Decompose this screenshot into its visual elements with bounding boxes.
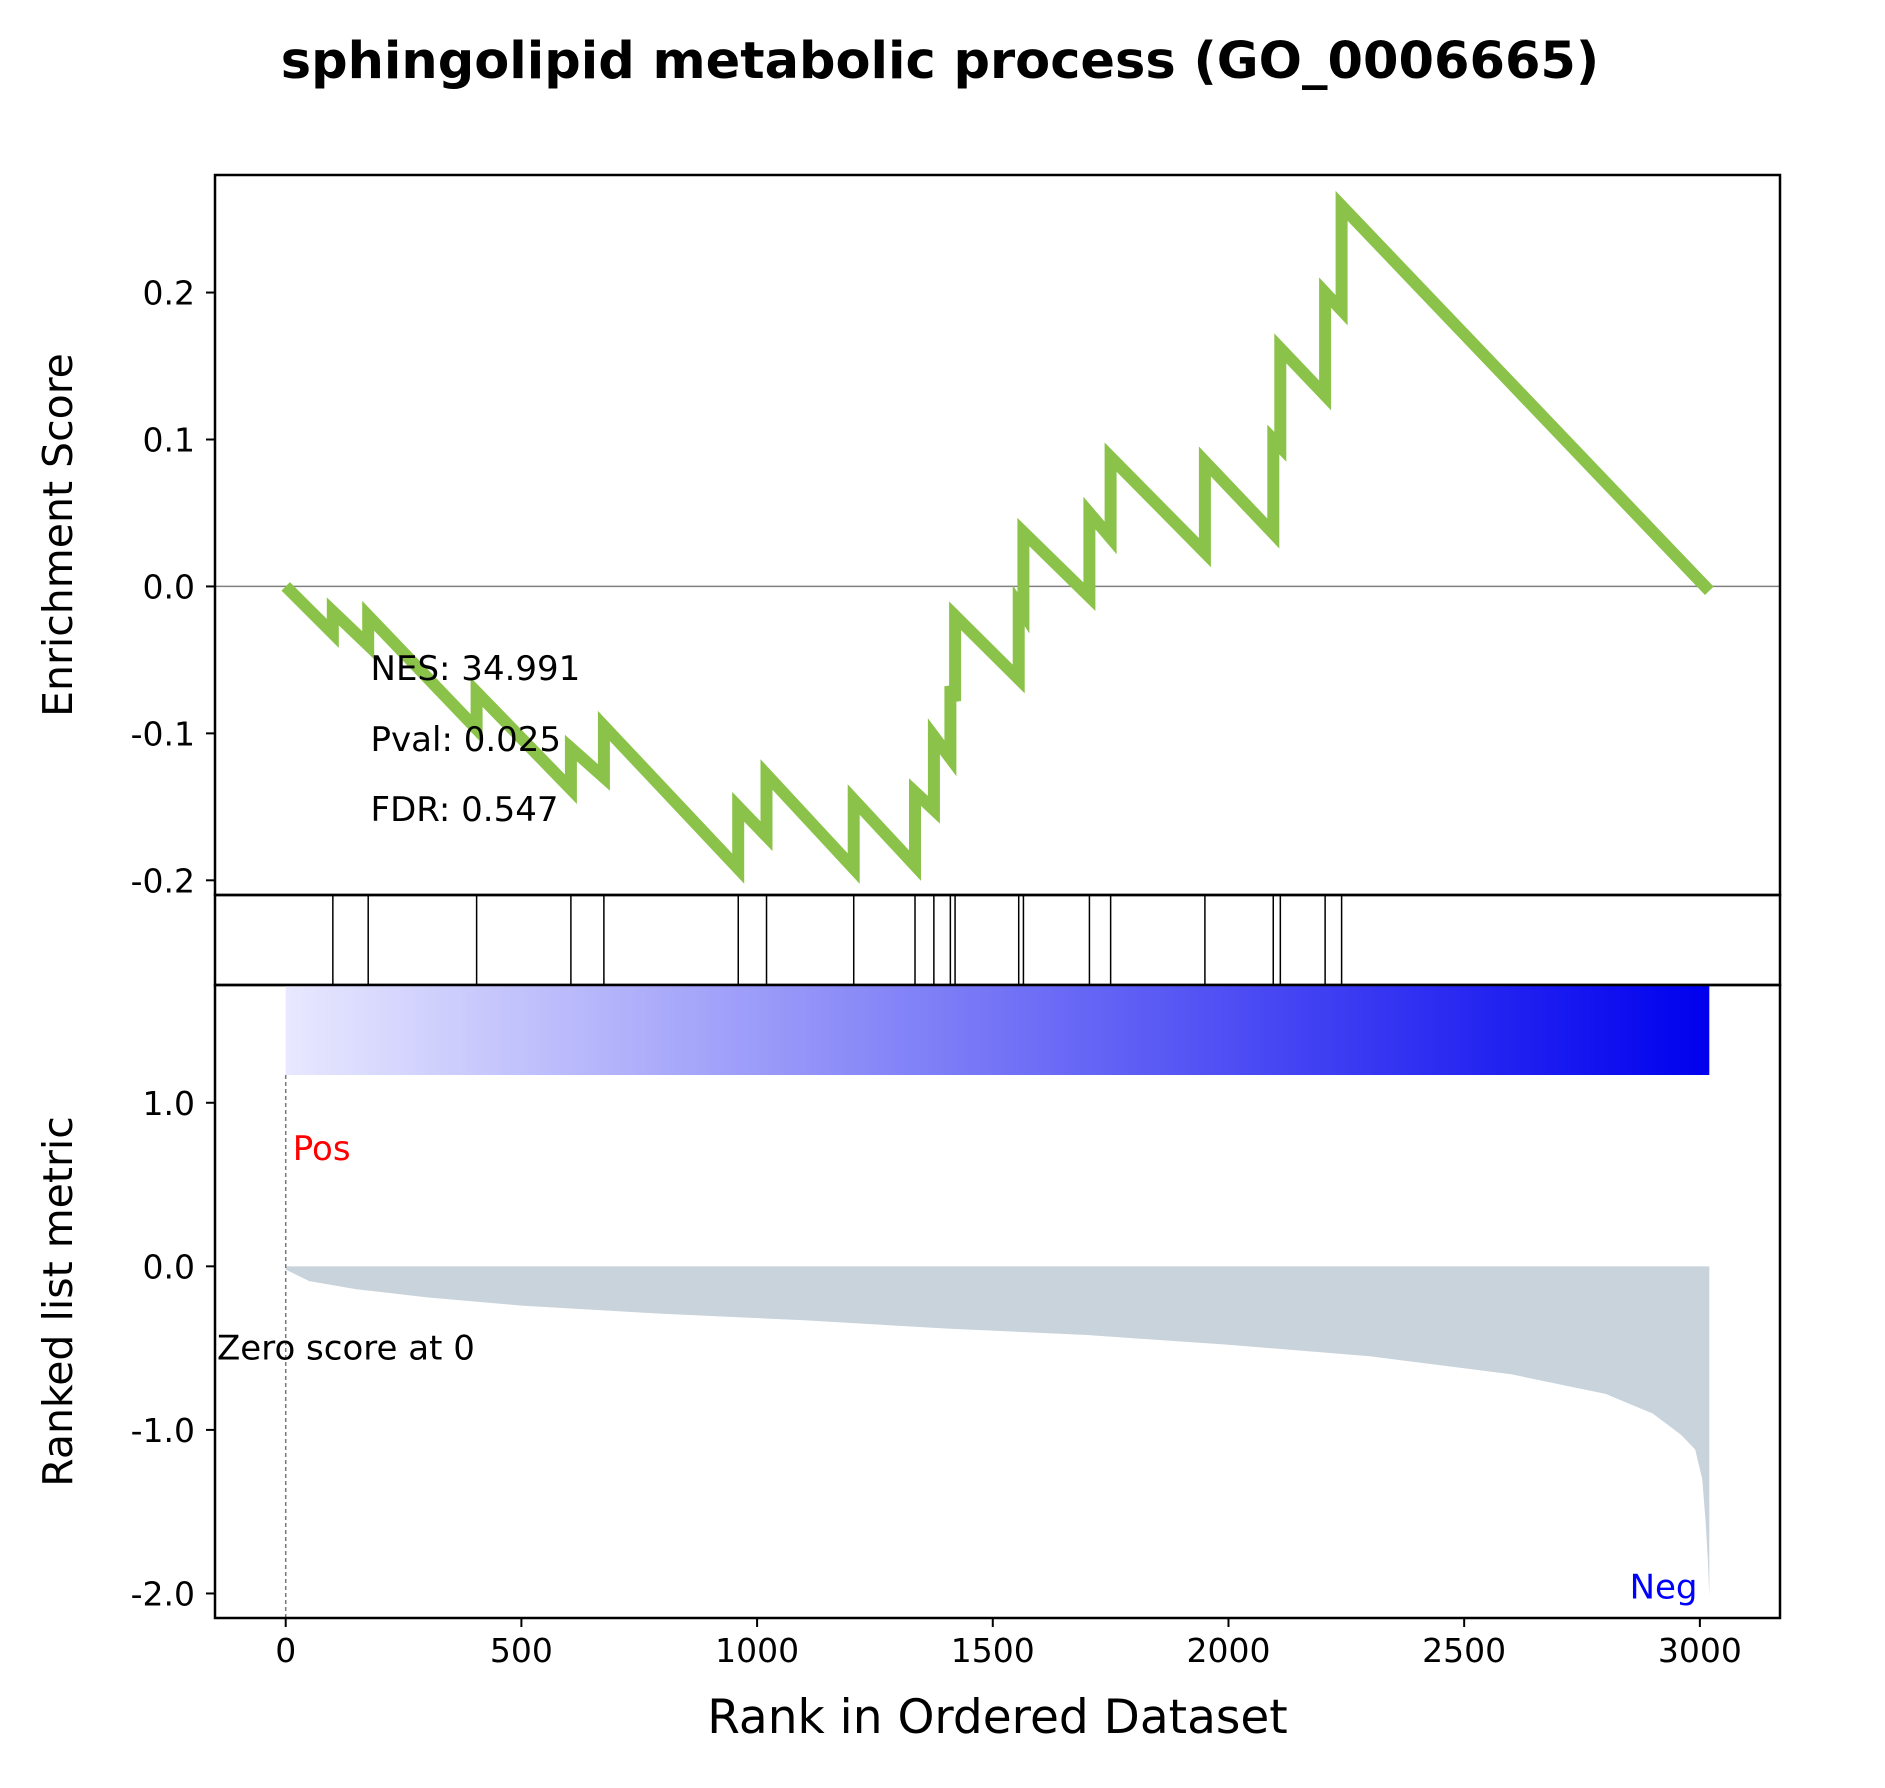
x-tick-label: 0 [275, 1631, 296, 1670]
zero-score-label: Zero score at 0 [217, 1329, 475, 1369]
es-y-tick-label: -0.2 [131, 861, 195, 900]
x-tick-label: 500 [490, 1631, 553, 1670]
x-tick-label: 3000 [1658, 1631, 1742, 1670]
x-tick-label: 2000 [1186, 1631, 1270, 1670]
pos-label: Pos [293, 1129, 351, 1169]
enrichment-score-line [281, 190, 1714, 884]
rank-y-tick-label: 0.0 [143, 1247, 195, 1286]
enrichment-score-panel: 0.2 0.1 0.0 -0.1 -0.2 NES: 34.991 Pval: 0.02… [34, 173, 1782, 900]
chart-title: sphingolipid metabolic process (GO_00066… [281, 32, 1599, 91]
hit-frame [213, 893, 1782, 987]
nes-annotation: NES: 34.991 [371, 649, 581, 689]
es-y-tick-label: -0.1 [131, 714, 195, 753]
es-y-tick-label: 0.2 [143, 274, 195, 313]
ranked-metric-area [285, 1266, 1710, 1597]
x-tick-label: 1000 [715, 1631, 799, 1670]
rank-y-tick-label: 1.0 [143, 1084, 195, 1123]
rank-frame [213, 983, 1782, 1620]
es-y-tick-label: 0.1 [143, 420, 195, 459]
es-frame [213, 173, 1782, 897]
x-tick-label: 1500 [951, 1631, 1035, 1670]
x-tick-label: 2500 [1422, 1631, 1506, 1670]
hit-positions-panel [213, 893, 1782, 987]
neg-label: Neg [1630, 1567, 1698, 1607]
fdr-annotation: FDR: 0.547 [371, 790, 559, 830]
es-axes: 0.2 0.1 0.0 -0.1 -0.2 [131, 274, 1780, 900]
rank-axes: 1.0 0.0 -1.0 -2.0 0 500 1000 1500 2000 2500 3000 [131, 1084, 1742, 1670]
rank-y-tick-label: -1.0 [131, 1411, 195, 1450]
es-y-axis-label: Enrichment Score [34, 353, 82, 717]
pval-annotation: Pval: 0.025 [371, 720, 562, 760]
es-y-tick-label: 0.0 [143, 567, 195, 606]
ranked-list-panel: Pos Neg Zero score at 0 1.0 0.0 -1.0 -2.0 0 5… [34, 983, 1782, 1745]
rank-gradient-bar [285, 985, 1710, 1075]
rank-y-axis-label: Ranked list metric [34, 1116, 82, 1487]
rank-y-tick-label: -2.0 [131, 1574, 195, 1613]
x-axis-label: Rank in Ordered Dataset [707, 1690, 1287, 1745]
hit-lines [332, 895, 1343, 985]
